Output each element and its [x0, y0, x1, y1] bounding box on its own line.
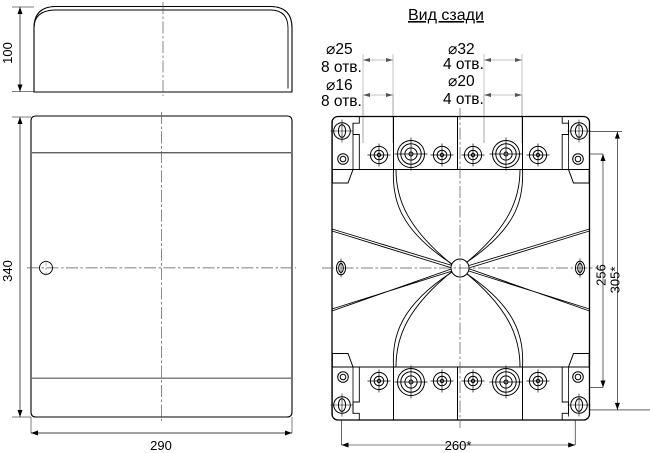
svg-text:305*: 305* — [608, 267, 623, 294]
svg-text:256: 256 — [594, 264, 609, 286]
svg-text:4 отв.: 4 отв. — [443, 56, 484, 73]
svg-text:8 отв.: 8 отв. — [321, 93, 362, 110]
svg-text:4 отв.: 4 отв. — [443, 91, 484, 108]
svg-text:⌀16: ⌀16 — [326, 77, 353, 94]
svg-text:⌀25: ⌀25 — [326, 41, 353, 58]
svg-text:8 отв.: 8 отв. — [321, 59, 362, 76]
svg-text:290: 290 — [150, 438, 172, 453]
svg-text:Вид сзади: Вид сзади — [408, 7, 484, 24]
svg-text:260*: 260* — [445, 438, 472, 453]
svg-text:100: 100 — [0, 42, 15, 64]
svg-text:⌀20: ⌀20 — [448, 73, 475, 90]
svg-text:340: 340 — [0, 260, 15, 282]
